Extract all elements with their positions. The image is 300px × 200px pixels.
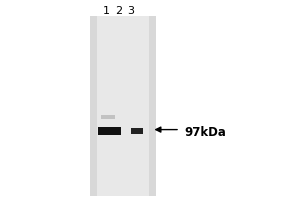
Bar	[98, 127, 121, 135]
Bar	[90, 16, 156, 196]
Bar	[130, 128, 142, 134]
Text: 3: 3	[127, 6, 134, 16]
Text: 1: 1	[103, 6, 110, 16]
Text: 2: 2	[115, 6, 122, 16]
Bar	[101, 115, 115, 119]
Bar	[97, 16, 149, 196]
Text: 97kDa: 97kDa	[184, 126, 226, 138]
